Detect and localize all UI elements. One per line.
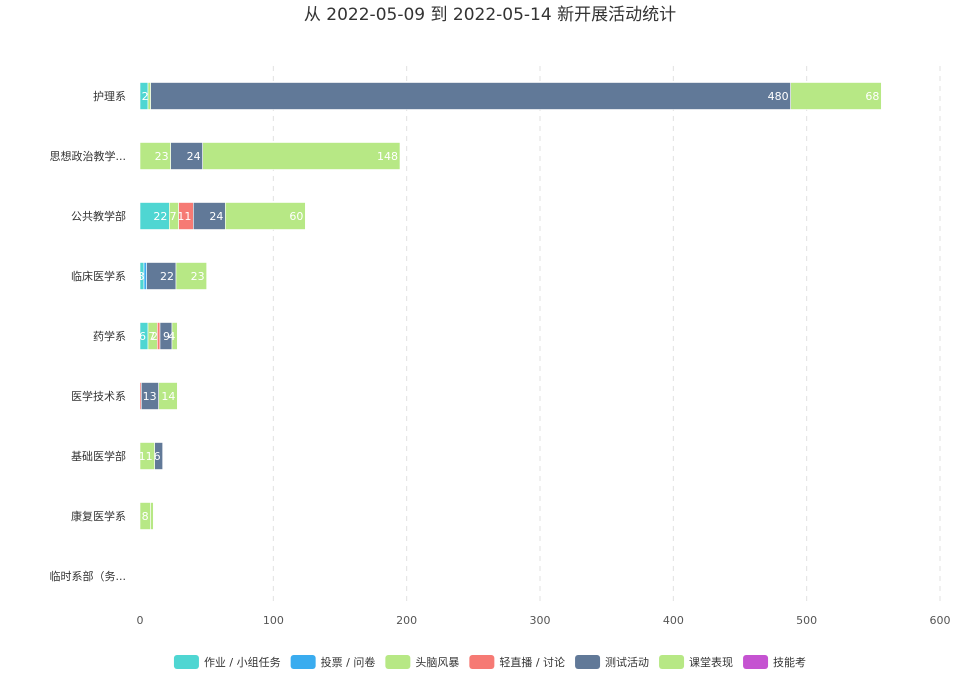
bar-value-label: 2 (151, 330, 158, 343)
bar-segment (154, 442, 163, 470)
bar-segment (202, 142, 401, 170)
legend: 作业 / 小组任务 投票 / 问卷 头脑风暴 轻直播 / 讨论 测试活动 课堂表现 技能考 (173, 655, 806, 669)
x-tick-label: 200 (396, 614, 417, 627)
bar-value-label: 6 (154, 450, 161, 463)
legend-swatch (173, 655, 199, 669)
category-label: 康复医学系 (71, 509, 126, 523)
grid-lines (272, 66, 941, 606)
legend-swatch (743, 655, 769, 669)
legend-item-label: 作业 / 小组任务 (204, 655, 281, 669)
category-label: 思想政治教学... (50, 149, 127, 163)
bar-segment (171, 322, 178, 350)
x-axis-tick-labels: 0 100 200 300 400 500 600 (137, 614, 951, 627)
bar-segment (175, 262, 207, 290)
bar-value-label: 60 (289, 210, 303, 223)
category-label: 临床医学系 (71, 269, 126, 283)
bar-value-label: 2 (142, 90, 149, 103)
bar-value-label: 6 (139, 330, 146, 343)
bar-value-label: 8 (142, 510, 149, 523)
legend-item-label: 技能考 (773, 655, 806, 669)
bar-segment (158, 382, 178, 410)
category-label: 医学技术系 (71, 389, 126, 403)
legend-item-label: 课堂表现 (689, 655, 733, 669)
bar-value-label: 22 (153, 210, 167, 223)
x-tick-label: 0 (137, 614, 144, 627)
bar-value-label: 3 (135, 270, 142, 283)
category-label: 基础医学部 (71, 449, 126, 463)
bar-segment (139, 142, 171, 170)
category-label: 护理系 (93, 89, 126, 103)
bar-segment (225, 202, 306, 230)
legend-item-label: 测试活动 (605, 656, 649, 669)
bar-value-label: 23 (155, 150, 169, 163)
legend-swatch (659, 655, 685, 669)
bar-value-label: 22 (160, 270, 174, 283)
legend-item-label: 投票 / 问卷 (321, 655, 376, 669)
legend-swatch (575, 655, 601, 669)
bar-segment (150, 82, 791, 110)
x-tick-label: 400 (663, 614, 684, 627)
bar-value-label: 24 (187, 150, 201, 163)
chart-title: 从 2022-05-09 到 2022-05-14 新开展活动统计 (304, 5, 676, 25)
bar-series (139, 82, 882, 530)
x-tick-label: 600 (930, 614, 951, 627)
bar-value-label: 14 (161, 390, 175, 403)
legend-swatch (290, 655, 316, 669)
bar-value-label: 3 (138, 270, 145, 283)
bar-segment (790, 82, 882, 110)
bar-value-label: 24 (209, 210, 223, 223)
bar-value-label: 13 (143, 390, 157, 403)
bar-value-label: 23 (191, 270, 205, 283)
bar-segment (150, 502, 154, 530)
category-label: 药学系 (93, 329, 126, 343)
x-tick-label: 500 (796, 614, 817, 627)
category-label: 公共教学部 (71, 209, 126, 223)
bar-value-label: 480 (768, 90, 789, 103)
legend-swatch (469, 655, 495, 669)
bar-value-label: 11 (177, 210, 191, 223)
bar-value-label: 4 (168, 330, 175, 343)
bar-value-label: 1 (132, 390, 139, 403)
legend-swatch (385, 655, 411, 669)
x-tick-label: 100 (263, 614, 284, 627)
bar-value-label: 11 (139, 450, 153, 463)
legend-item-label: 轻直播 / 讨论 (499, 655, 565, 669)
bar-value-label: 148 (377, 150, 398, 163)
bar-segment (139, 202, 170, 230)
bar-value-label: 7 (170, 210, 177, 223)
bar-value-label: 9 (163, 330, 170, 343)
legend-item-label: 头脑风暴 (415, 656, 459, 669)
bar-value-label: 7 (148, 330, 155, 343)
category-label: 临时系部（务... (50, 569, 127, 583)
x-tick-label: 300 (530, 614, 551, 627)
bar-value-label: 68 (865, 90, 879, 103)
